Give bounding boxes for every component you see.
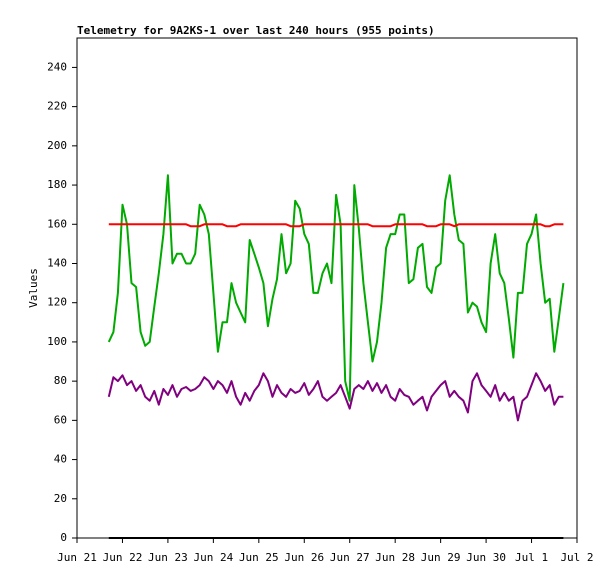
series-line bbox=[107, 174, 565, 402]
x-tick-label: Jun 24 bbox=[193, 551, 233, 564]
y-tick-label: 160 bbox=[47, 217, 67, 230]
x-tick-label: Jun 21 bbox=[57, 551, 97, 564]
y-tick-label: 60 bbox=[54, 413, 67, 426]
series-line bbox=[108, 223, 564, 228]
y-axis-label: Values bbox=[27, 268, 40, 308]
y-tick-label: 140 bbox=[47, 256, 67, 269]
y-tick-label: 40 bbox=[54, 453, 67, 466]
y-tick-label: 240 bbox=[47, 60, 67, 73]
y-tick-label: 0 bbox=[60, 531, 67, 544]
x-tick-label: Jun 30 bbox=[466, 551, 506, 564]
y-tick-label: 100 bbox=[47, 335, 67, 348]
x-tick-label: Jul 2 bbox=[560, 551, 593, 564]
x-tick-label: Jun 29 bbox=[421, 551, 461, 564]
x-tick-label: Jun 28 bbox=[375, 551, 415, 564]
y-tick-label: 120 bbox=[47, 296, 67, 309]
x-tick-label: Jun 27 bbox=[330, 551, 370, 564]
chart-title: Telemetry for 9A2KS-1 over last 240 hour… bbox=[77, 24, 435, 37]
y-tick-label: 80 bbox=[54, 374, 67, 387]
x-tick-label: Jun 25 bbox=[239, 551, 279, 564]
x-tick-label: Jul 1 bbox=[515, 551, 548, 564]
y-tick-label: 220 bbox=[47, 100, 67, 113]
series-line bbox=[107, 372, 564, 422]
y-tick-label: 20 bbox=[54, 492, 67, 505]
y-tick-label: 200 bbox=[47, 139, 67, 152]
x-tick-label: Jun 26 bbox=[284, 551, 324, 564]
x-tick-label: Jun 23 bbox=[148, 551, 188, 564]
y-tick-label: 180 bbox=[47, 178, 67, 191]
x-tick-label: Jun 22 bbox=[103, 551, 143, 564]
